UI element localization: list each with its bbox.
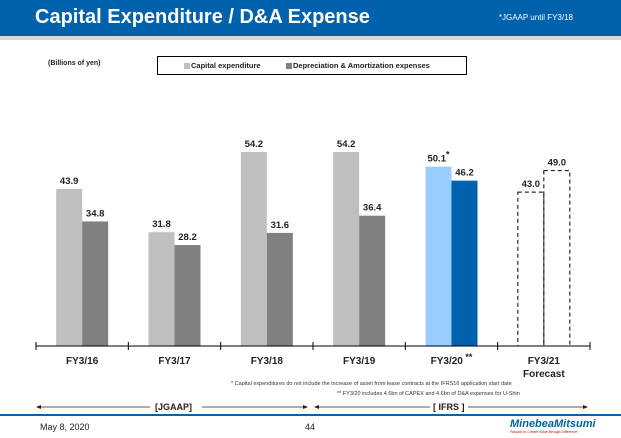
- bar-capex-fy3-18: [240, 152, 267, 346]
- category-mark: **: [463, 352, 473, 362]
- chart-legend: Capital expenditure Depreciation & Amort…: [157, 56, 467, 75]
- units-label: (Billions of yen): [48, 60, 101, 67]
- footer-divider: [0, 414, 621, 416]
- arrow-left-icon: [314, 405, 319, 409]
- bar-da-fy3-19: [359, 215, 386, 346]
- value-label: 28.2: [178, 232, 197, 243]
- header-divider: [0, 36, 621, 40]
- region-label-jgaap: [JGAAP]: [155, 402, 193, 412]
- x-tick-label: FY3/16: [66, 356, 99, 367]
- region-arrows: [36, 405, 588, 409]
- region-label-ifrs: [ IFRS ]: [433, 402, 465, 412]
- logo-name: MinebeaMitsumi: [510, 418, 596, 430]
- legend-swatch-capex: [184, 62, 190, 69]
- value-label: 50.1*: [427, 150, 450, 165]
- value-label: 43.9: [60, 176, 79, 187]
- bars-group: [56, 152, 571, 347]
- value-label: 34.8: [86, 208, 105, 219]
- value-labels-group: 43.9 34.8 31.8 28.2 54.2 31.6 54.2 36.4 50.1* 46.…: [60, 139, 566, 243]
- x-tick-label: FY3/18: [251, 356, 284, 367]
- x-tick-label: FY3/17: [158, 356, 191, 367]
- value-label: 54.2: [245, 139, 264, 150]
- bar-capex-fy3-16: [56, 188, 83, 346]
- page-number: 44: [305, 422, 316, 432]
- header-note: *JGAAP until FY3/18: [498, 13, 573, 22]
- bar-da-fy3-16: [82, 221, 109, 346]
- bar-capex-fy3-20: [425, 166, 452, 346]
- bar-da-fy3-18: [266, 232, 293, 346]
- arrow-right-icon: [583, 405, 588, 409]
- page-title: Capital Expenditure / D&A Expense: [35, 6, 370, 28]
- value-label: 46.2: [455, 168, 474, 179]
- x-tick-labels-group: FY3/16 FY3/17 FY3/18 FY3/19 FY3/20 ** FY3/21 F…: [66, 352, 565, 380]
- value-label: 31.8: [152, 219, 171, 230]
- footnote-ushin: ** FY3/20 includes 4.6bn of CAPEX and 4.…: [337, 391, 520, 397]
- value-label: 31.6: [271, 220, 290, 231]
- company-logo: MinebeaMitsumi Passion to Create Value t…: [510, 418, 596, 434]
- bar-da-fy3-21: [543, 170, 571, 347]
- legend-label-capex: Capital expenditure: [191, 61, 261, 70]
- x-tick-label: FY3/21: [528, 356, 561, 367]
- bar-capex-fy3-19: [333, 152, 360, 346]
- legend-item-capex: Capital expenditure: [184, 61, 261, 70]
- x-ticks-group: [35, 342, 591, 350]
- label-mark: *: [446, 150, 450, 160]
- value-label: 36.4: [363, 203, 382, 214]
- bar-da-fy3-17: [174, 245, 201, 346]
- value-label: 54.2: [337, 139, 356, 150]
- footnote-capex: * Capital expenditures do not include th…: [231, 381, 512, 387]
- arrow-right-icon: [303, 405, 308, 409]
- x-tick-sublabel: Forecast: [523, 369, 565, 380]
- value-label: 43.0: [522, 179, 541, 190]
- logo-tagline: Passion to Create Value through Differen…: [510, 430, 578, 434]
- bar-da-fy3-20: [451, 180, 478, 346]
- legend-label-da: Depreciation & Amortization expenses: [293, 61, 430, 70]
- arrow-left-icon: [36, 405, 41, 409]
- bar-capex-fy3-21: [517, 191, 545, 347]
- legend-item-da: Depreciation & Amortization expenses: [286, 61, 430, 70]
- footer-date: May 8, 2020: [40, 422, 90, 432]
- legend-swatch-da: [286, 62, 292, 69]
- bar-capex-fy3-17: [148, 232, 175, 346]
- header-bar: Capital Expenditure / D&A Expense *JGAAP…: [0, 0, 621, 36]
- x-tick-label: FY3/20 **: [431, 352, 473, 367]
- value-label: 49.0: [548, 158, 567, 169]
- x-tick-label: FY3/19: [343, 356, 376, 367]
